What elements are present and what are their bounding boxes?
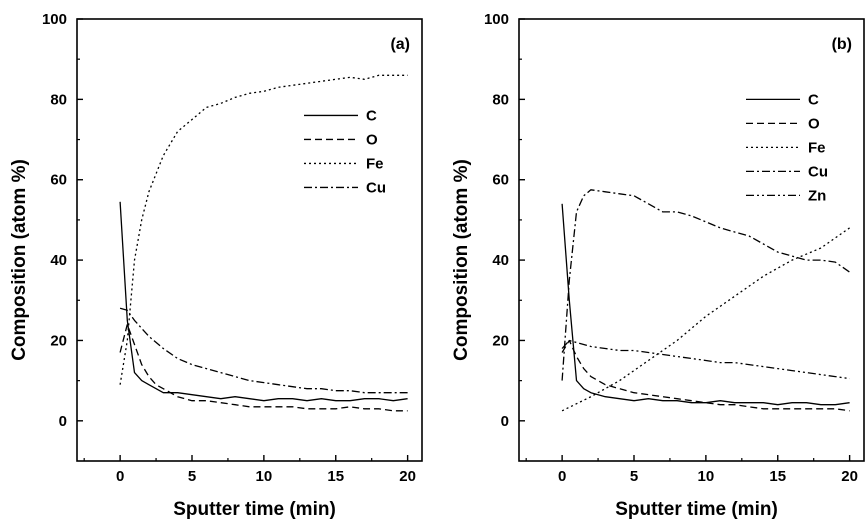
y-tick-label: 60 <box>492 172 509 189</box>
x-tick-label: 10 <box>256 468 273 485</box>
y-axis-title: Composition (atom %) <box>451 159 472 361</box>
y-axis-title: Composition (atom %) <box>9 159 30 361</box>
x-tick-label: 0 <box>116 468 124 485</box>
y-tick-label: 0 <box>59 413 67 430</box>
panel-label: (b) <box>832 36 852 53</box>
y-tick-label: 60 <box>50 172 67 189</box>
x-tick-label: 15 <box>769 468 786 485</box>
legend-label-o: O <box>366 131 378 148</box>
y-tick-label: 80 <box>492 91 509 108</box>
y-tick-label: 20 <box>492 332 509 349</box>
chart-panel-2: 0 20 40 60 80 100 0 5 10 15 20 Sputter time (min) Co… <box>451 11 865 520</box>
legend-label-c: C <box>366 107 377 124</box>
x-tick-label: 5 <box>188 468 196 485</box>
series-line-cu <box>119 307 408 394</box>
legend-label-zn: Zn <box>808 187 826 204</box>
legend-label-fe: Fe <box>366 155 384 172</box>
series-line-c <box>561 203 850 406</box>
series-line-o <box>119 323 408 412</box>
series-line-o <box>561 339 850 412</box>
x-axis-title: Sputter time (min) <box>615 499 778 520</box>
series-line-cu <box>561 189 850 381</box>
x-tick-label: 5 <box>630 468 638 485</box>
series-line-zn <box>561 339 850 380</box>
panel-label: (a) <box>390 36 410 53</box>
legend-label-o: O <box>808 115 820 132</box>
y-tick-label: 100 <box>484 11 509 28</box>
y-tick-label: 80 <box>50 91 67 108</box>
y-tick-label: 0 <box>501 413 509 430</box>
legend-label-cu: Cu <box>366 179 386 196</box>
x-tick-label: 15 <box>327 468 344 485</box>
x-tick-label: 20 <box>841 468 858 485</box>
legend-label-cu: Cu <box>808 163 828 180</box>
y-tick-label: 40 <box>50 252 67 269</box>
legend-label-fe: Fe <box>808 139 826 156</box>
plot-frame <box>518 18 865 462</box>
y-tick-label: 40 <box>492 252 509 269</box>
x-tick-label: 20 <box>399 468 416 485</box>
series-line-fe <box>561 227 850 412</box>
x-axis-title: Sputter time (min) <box>173 499 336 520</box>
y-tick-label: 100 <box>42 11 67 28</box>
series-line-fe <box>119 74 408 385</box>
chart-panel-1: 0 20 40 60 80 100 0 5 10 15 20 Sputter time (min) Co… <box>9 11 423 520</box>
x-tick-label: 10 <box>698 468 715 485</box>
plot-frame <box>76 18 423 462</box>
legend-label-c: C <box>808 91 819 108</box>
y-tick-label: 20 <box>50 332 67 349</box>
series-line-c <box>119 201 408 402</box>
x-tick-label: 0 <box>558 468 566 485</box>
